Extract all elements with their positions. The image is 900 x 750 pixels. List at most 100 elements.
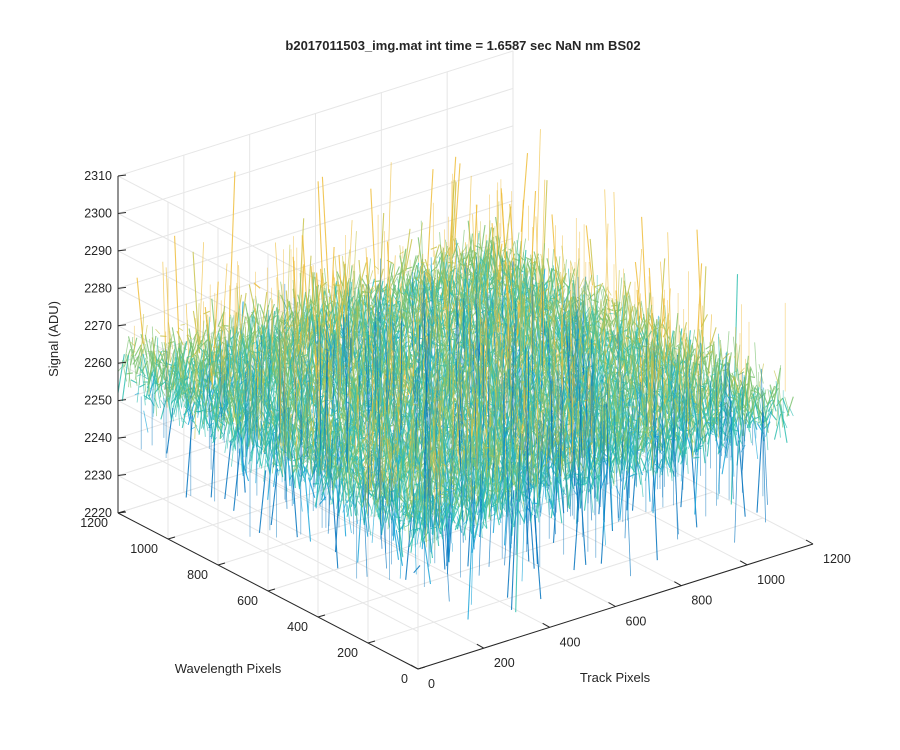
- surface-segment: [459, 364, 468, 408]
- surface-segment: [130, 379, 138, 384]
- surface-segment: [305, 467, 311, 482]
- surface-segment: [591, 411, 600, 448]
- surface-segment: [178, 327, 184, 331]
- surface-segment: [386, 263, 395, 298]
- surface-segment: [746, 410, 754, 429]
- surface-segment: [689, 433, 698, 528]
- surface-segment: [573, 480, 581, 571]
- surface-segment: [224, 441, 232, 500]
- surface-segment: [203, 310, 211, 315]
- surface-segment: [780, 404, 788, 443]
- surface-segment: [554, 323, 563, 335]
- grid-line: [317, 491, 714, 618]
- surface-segment: [502, 451, 510, 467]
- surface-segment: [166, 407, 174, 454]
- surface-segment: [423, 541, 432, 585]
- surface-segment: [481, 482, 490, 529]
- surface-segment: [405, 238, 413, 272]
- surface-segment: [473, 509, 482, 539]
- surface-segment: [405, 511, 413, 580]
- surface-segment: [506, 464, 514, 485]
- surface-segment: [404, 505, 412, 510]
- surface-segment: [409, 265, 418, 296]
- surface-segment: [426, 169, 434, 283]
- surface-segment: [573, 472, 582, 489]
- plot-title: b2017011503_img.mat int time = 1.6587 se…: [285, 38, 640, 53]
- surface-segment: [260, 291, 268, 339]
- surface-segment: [533, 514, 542, 600]
- surface-segment: [542, 460, 550, 468]
- surface-segment: [233, 448, 241, 511]
- surface-segment: [306, 325, 315, 348]
- surface-segment: [413, 565, 421, 574]
- surface-segment: [238, 400, 246, 493]
- surface-segment: [144, 334, 153, 366]
- surface-segment: [555, 277, 564, 304]
- surface-segment: [357, 481, 365, 525]
- surface-segment: [485, 428, 493, 521]
- surface-segment: [737, 371, 745, 376]
- surface-segment: [424, 259, 432, 281]
- surface-segment: [384, 491, 393, 521]
- surface-segment: [185, 414, 194, 498]
- surface-segment: [694, 396, 702, 515]
- surface-segment: [321, 176, 330, 293]
- surface-segment: [391, 515, 400, 560]
- surface-segment: [155, 328, 161, 335]
- surface-segment: [405, 266, 413, 270]
- surface-segment: [306, 416, 315, 433]
- surface-segment: [453, 163, 461, 255]
- surface-segment: [174, 235, 182, 387]
- surface-segment: [677, 421, 686, 463]
- surface-segment: [266, 437, 275, 460]
- surface-segment: [181, 398, 190, 429]
- surface-segment: [485, 462, 493, 471]
- surface-segment: [483, 465, 492, 487]
- surface-segment: [385, 496, 393, 523]
- surface-segment: [709, 327, 717, 348]
- surface-segment: [117, 354, 125, 393]
- surface-segment: [659, 368, 668, 395]
- surface-segment: [258, 420, 266, 433]
- surface-segment: [700, 314, 708, 328]
- surface-segment: [430, 246, 438, 250]
- surface-segment: [575, 471, 584, 486]
- surface-segment: [652, 426, 660, 514]
- surface-segment: [244, 303, 253, 339]
- surface-segment: [690, 412, 698, 434]
- surface-segment: [232, 335, 241, 422]
- surface-segment: [337, 298, 345, 321]
- surface-traces: [117, 129, 794, 620]
- surface-segment: [404, 500, 412, 518]
- surface-segment: [641, 216, 649, 346]
- surface-segment: [702, 427, 710, 445]
- surface-segment: [190, 338, 199, 359]
- surface-segment: [454, 465, 462, 495]
- surface-segment: [227, 380, 235, 394]
- surface-segment: [159, 351, 167, 368]
- surface-segment: [302, 235, 310, 342]
- surface-segment: [579, 474, 587, 565]
- surface-segment: [198, 378, 206, 435]
- surface-segment: [253, 282, 261, 289]
- surface-segment: [134, 344, 142, 357]
- surface-segment: [448, 261, 455, 264]
- surface-segment: [317, 181, 325, 321]
- surface-segment: [356, 440, 364, 453]
- surface-segment: [390, 272, 399, 297]
- surface-segment: [248, 284, 257, 315]
- surface-segment: [420, 268, 428, 275]
- surface-segment: [409, 255, 417, 281]
- surface-segment: [361, 278, 369, 290]
- surface-segment: [320, 268, 328, 359]
- grid-line: [367, 517, 764, 644]
- surface-segment: [517, 509, 525, 523]
- surface-segment: [176, 330, 184, 346]
- surface-segment: [258, 470, 267, 533]
- surface-segment: [134, 347, 142, 368]
- surface-segment: [569, 347, 578, 367]
- surface-segment: [304, 255, 312, 361]
- surface-segment: [671, 312, 679, 378]
- surface-segment: [444, 361, 453, 403]
